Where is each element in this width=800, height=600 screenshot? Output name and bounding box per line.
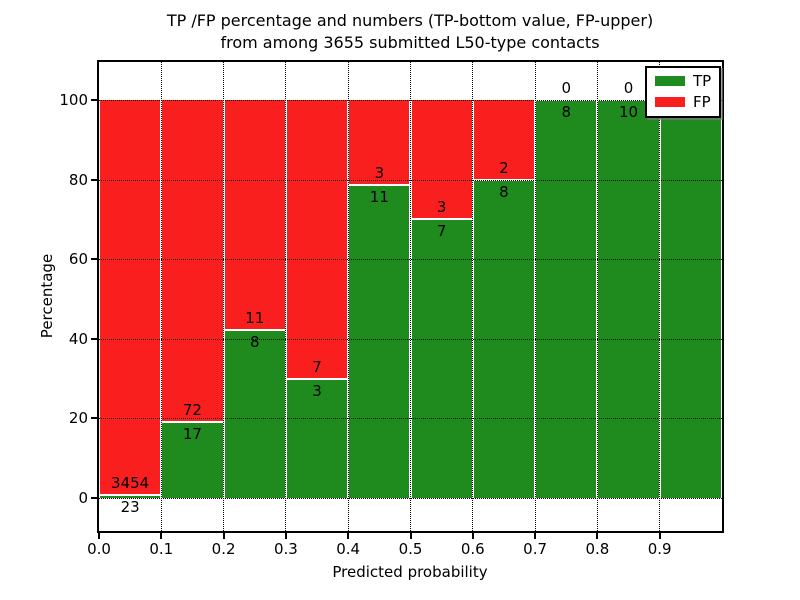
tp-color-swatch — [655, 76, 685, 86]
y-tick-label: 40 — [68, 329, 88, 348]
fp-count-label: 3454 — [111, 474, 150, 493]
fp-count-label: 2 — [499, 158, 509, 177]
chart-title-line1: TP /FP percentage and numbers (TP-bottom… — [166, 11, 654, 30]
tp-count-label: 10 — [619, 103, 639, 121]
vertical-gridline — [534, 62, 536, 531]
fp-bar-segment — [286, 100, 348, 378]
y-tick-mark — [91, 258, 97, 261]
x-tick-label: 0.5 — [398, 540, 423, 558]
x-tick-label: 0.1 — [149, 540, 174, 558]
fp-count-label: 3 — [436, 198, 447, 217]
tp-bar-segment — [349, 185, 410, 498]
fp-count-label: 72 — [182, 400, 202, 419]
tp-count-label: 7 — [436, 222, 447, 241]
tp-bar-segment — [660, 100, 721, 498]
y-tick-label: 80 — [68, 170, 88, 189]
y-tick-label: 0 — [78, 489, 88, 507]
vertical-gridline — [472, 62, 474, 531]
vertical-gridline — [659, 62, 661, 531]
x-axis-label: Predicted probability — [332, 563, 488, 581]
y-tick-label: 20 — [68, 409, 88, 428]
tp-bar-segment — [224, 330, 285, 498]
y-tick-mark — [91, 99, 97, 101]
legend-label-tp: TP — [693, 72, 712, 90]
legend: TP FP — [645, 66, 721, 118]
tp-count-label: 17 — [182, 424, 202, 443]
fp-count-label: 3 — [374, 164, 385, 183]
x-tick-mark — [596, 533, 599, 539]
tp-bar-segment — [162, 421, 223, 498]
chart-title: TP /FP percentage and numbers (TP-bottom… — [60, 10, 760, 54]
tp-count-label: 3 — [312, 381, 322, 400]
tp-count-label: 8 — [561, 103, 572, 121]
tp-count-label: 23 — [120, 498, 140, 517]
tp-count-label: 8 — [249, 333, 260, 352]
tp-bar-segment — [100, 495, 161, 498]
x-tick-mark — [347, 533, 350, 539]
tp-bar-segment — [411, 219, 472, 498]
y-tick-label: 60 — [68, 250, 88, 269]
x-tick-mark — [409, 533, 412, 539]
y-axis-label: Percentage — [38, 253, 56, 339]
tp-count-label: 8 — [499, 182, 509, 201]
plot-area: 34542372171187331137280801008 TP FP — [97, 60, 724, 533]
x-tick-label: 0.6 — [460, 540, 485, 558]
vertical-gridline — [285, 62, 287, 531]
tp-bar-segment — [473, 179, 535, 498]
fp-count-label: 0 — [623, 79, 634, 97]
fp-count-label: 11 — [245, 309, 265, 328]
vertical-gridline — [223, 62, 225, 531]
x-tick-mark — [658, 533, 661, 539]
x-tick-mark — [98, 533, 100, 539]
fp-bar-segment — [349, 100, 410, 185]
vertical-gridline — [160, 62, 162, 531]
tp-bar-segment — [286, 378, 348, 498]
x-tick-label: 0.0 — [87, 540, 111, 558]
y-tick-label: 100 — [59, 91, 88, 109]
x-tick-mark — [160, 533, 163, 539]
x-tick-mark — [534, 533, 537, 539]
x-tick-mark — [284, 533, 287, 539]
vertical-gridline — [410, 62, 411, 531]
fp-color-swatch — [655, 97, 685, 107]
fp-count-label: 7 — [312, 357, 322, 376]
tp-count-label: 11 — [369, 188, 389, 207]
tp-bar-segment — [536, 100, 597, 498]
y-tick-mark — [91, 337, 97, 340]
legend-item-fp: FP — [647, 94, 719, 110]
fp-bar-segment — [224, 100, 285, 330]
x-tick-label: 0.4 — [336, 540, 361, 558]
x-tick-label: 0.9 — [647, 540, 672, 558]
chart-title-line2: from among 3655 submitted L50-type conta… — [220, 33, 600, 52]
x-tick-label: 0.3 — [273, 540, 298, 558]
fp-bar-segment — [162, 100, 223, 421]
vertical-gridline — [347, 62, 349, 531]
x-tick-mark — [471, 533, 474, 539]
fp-bar-segment — [411, 100, 472, 219]
fp-count-label: 0 — [561, 79, 572, 97]
fp-bar-segment — [100, 100, 161, 495]
y-tick-mark — [91, 497, 97, 499]
vertical-gridline — [596, 62, 598, 531]
legend-item-tp: TP — [647, 73, 719, 89]
legend-label-fp: FP — [693, 93, 711, 111]
x-tick-label: 0.2 — [211, 540, 236, 558]
fp-bar-segment — [473, 100, 535, 179]
y-tick-mark — [91, 178, 97, 181]
x-tick-label: 0.7 — [523, 540, 548, 558]
tp-bar-segment — [598, 100, 659, 498]
y-tick-mark — [91, 417, 97, 420]
x-tick-mark — [222, 533, 225, 539]
x-tick-label: 0.8 — [585, 540, 610, 558]
